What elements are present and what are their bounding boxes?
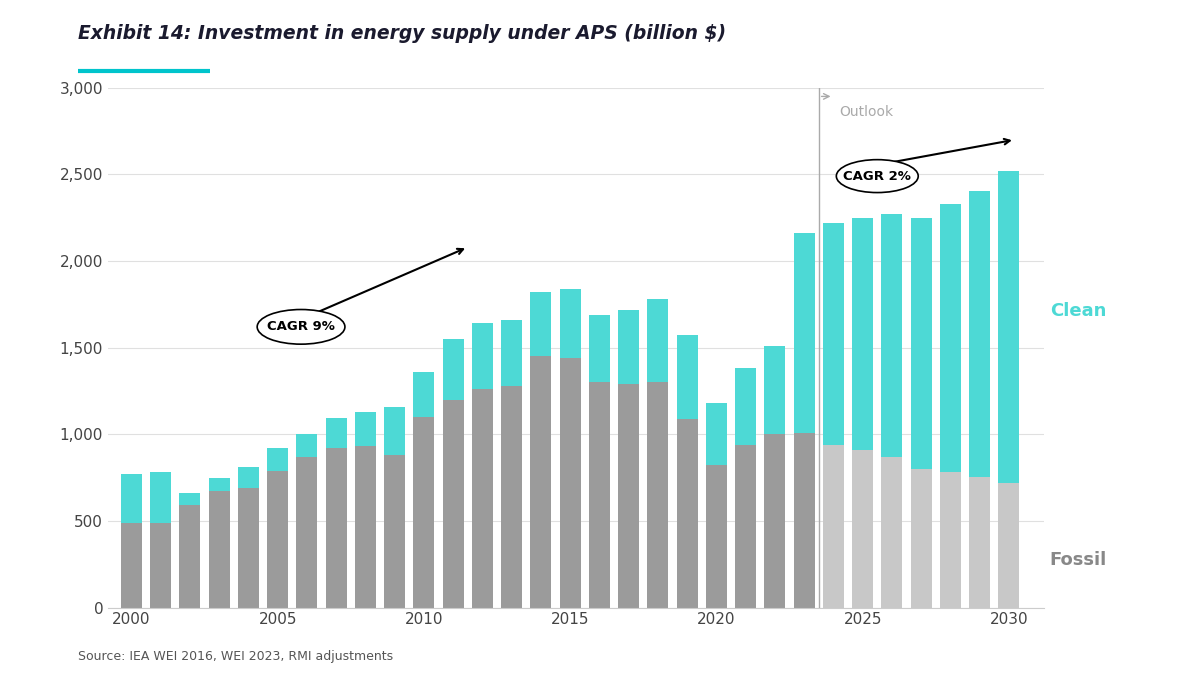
Bar <box>852 450 874 608</box>
Bar <box>209 491 229 608</box>
Bar <box>970 477 990 608</box>
Bar <box>677 418 697 608</box>
Ellipse shape <box>257 310 344 344</box>
Bar <box>677 335 697 418</box>
Bar <box>150 522 172 608</box>
Bar <box>706 403 727 466</box>
Bar <box>179 506 200 608</box>
Text: Fossil: Fossil <box>1050 551 1108 569</box>
Bar <box>911 218 931 469</box>
Bar <box>852 218 874 450</box>
Bar <box>764 346 786 434</box>
Bar <box>413 372 434 417</box>
Bar <box>355 446 376 608</box>
Bar <box>764 434 786 608</box>
Bar <box>998 483 1020 608</box>
Bar <box>443 339 463 400</box>
Bar <box>998 171 1020 483</box>
Bar <box>881 457 902 608</box>
Bar <box>325 448 347 608</box>
Bar <box>589 382 610 608</box>
Bar <box>502 385 522 608</box>
Bar <box>530 356 552 608</box>
Bar <box>970 191 990 477</box>
Bar <box>940 472 961 608</box>
Bar <box>823 223 844 445</box>
Text: Outlook: Outlook <box>839 105 893 119</box>
Bar <box>881 214 902 457</box>
Bar <box>911 469 931 608</box>
Bar <box>647 299 668 382</box>
Bar <box>355 412 376 446</box>
Bar <box>793 433 815 608</box>
Bar <box>706 466 727 608</box>
Bar <box>647 382 668 608</box>
Text: Clean: Clean <box>1050 302 1106 320</box>
Bar <box>296 457 318 608</box>
Bar <box>238 488 259 608</box>
Ellipse shape <box>836 160 918 192</box>
Bar <box>413 417 434 608</box>
Bar <box>472 323 493 389</box>
Bar <box>150 472 172 522</box>
Bar <box>268 448 288 470</box>
Bar <box>559 289 581 358</box>
Bar <box>384 455 406 608</box>
Bar <box>443 400 463 608</box>
Bar <box>618 310 640 384</box>
Text: Source: IEA WEI 2016, WEI 2023, RMI adjustments: Source: IEA WEI 2016, WEI 2023, RMI adju… <box>78 650 394 663</box>
Text: Exhibit 14: Investment in energy supply under APS (billion $): Exhibit 14: Investment in energy supply … <box>78 24 726 43</box>
Bar <box>530 292 552 356</box>
Bar <box>121 474 142 522</box>
Bar <box>736 369 756 445</box>
Bar <box>384 406 406 455</box>
Bar <box>121 522 142 608</box>
Bar <box>823 445 844 608</box>
Text: CAGR 2%: CAGR 2% <box>844 169 911 183</box>
Bar <box>736 445 756 608</box>
Bar <box>179 493 200 506</box>
Bar <box>502 320 522 385</box>
Bar <box>618 384 640 608</box>
Bar <box>296 434 318 457</box>
Bar <box>940 204 961 472</box>
Bar <box>793 234 815 433</box>
Text: CAGR 9%: CAGR 9% <box>268 321 335 333</box>
Bar <box>325 418 347 448</box>
Bar <box>268 470 288 608</box>
Bar <box>472 389 493 608</box>
Bar <box>209 478 229 491</box>
Bar <box>238 467 259 488</box>
Bar <box>589 315 610 382</box>
Bar <box>559 358 581 608</box>
